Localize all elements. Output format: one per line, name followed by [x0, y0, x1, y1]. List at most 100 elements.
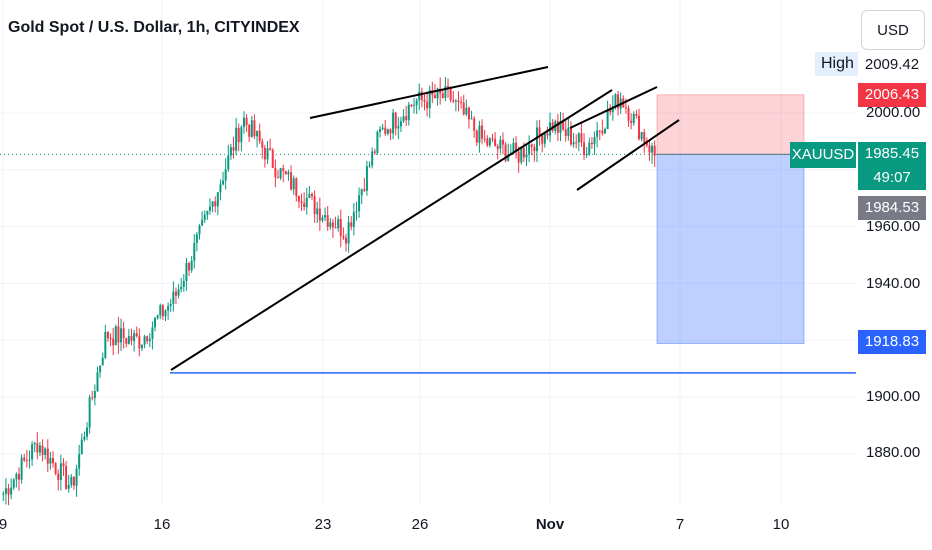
- candle-body: [465, 107, 468, 115]
- candle-body: [206, 210, 209, 215]
- candle-body: [420, 91, 423, 100]
- y-tick: 1900.00: [866, 388, 921, 405]
- candle-body: [86, 427, 89, 437]
- position-zones: [0, 94, 856, 345]
- candle-body: [564, 129, 567, 136]
- candle-body: [276, 177, 279, 179]
- candle-body: [611, 106, 614, 113]
- candle-body: [297, 195, 300, 202]
- x-tick: 23: [314, 516, 332, 533]
- candle-body: [515, 142, 518, 152]
- candle-body: [4, 488, 7, 494]
- candle-body: [397, 126, 400, 129]
- candle-body: [104, 332, 107, 358]
- candle-body: [127, 335, 130, 344]
- profit-zone: [656, 94, 805, 155]
- stop-zone: [656, 153, 805, 345]
- candle-body: [572, 142, 575, 145]
- candle-body: [520, 148, 523, 163]
- candle-body: [224, 169, 227, 181]
- candle-body: [242, 117, 245, 128]
- candle-body: [358, 195, 361, 212]
- candle-body: [373, 151, 376, 153]
- candle-body: [617, 94, 620, 109]
- candle-body: [159, 305, 162, 316]
- candle-body: [269, 148, 272, 150]
- candle-body: [363, 189, 366, 191]
- candle-body: [507, 154, 510, 161]
- candle-body: [130, 335, 133, 341]
- candle-body: [219, 184, 222, 193]
- candle-body: [12, 479, 15, 488]
- candle-body: [368, 165, 371, 167]
- candle-body: [91, 397, 94, 399]
- candle-body: [316, 208, 319, 215]
- candle-body: [350, 222, 353, 227]
- candle-body: [282, 168, 285, 171]
- take-profit-value: 2006.43: [858, 83, 926, 107]
- candle-body: [290, 172, 293, 190]
- candle-body: [143, 336, 146, 345]
- candle-body: [462, 102, 465, 115]
- candle-body: [303, 203, 306, 208]
- candle-body: [140, 344, 143, 349]
- candle-body: [643, 132, 646, 143]
- candle-body: [630, 120, 633, 124]
- candle-body: [491, 138, 494, 140]
- candle-body: [588, 142, 591, 154]
- candle-body: [499, 139, 502, 149]
- candle-body: [138, 336, 141, 349]
- candle-body: [583, 142, 586, 156]
- candle-body: [313, 196, 316, 215]
- candle-body: [250, 120, 253, 137]
- upper-trendline: [309, 66, 549, 119]
- candle-body: [609, 109, 612, 113]
- candle-body: [88, 397, 91, 428]
- candle-body: [49, 458, 52, 464]
- candle-body: [292, 178, 295, 190]
- candle-body: [486, 138, 489, 146]
- candle-body: [324, 215, 327, 218]
- candle-body: [593, 136, 596, 145]
- candle-body: [109, 338, 112, 340]
- candle-body: [161, 305, 164, 317]
- candles: [2, 77, 656, 506]
- candle-body: [494, 138, 497, 147]
- candle-body: [640, 132, 643, 139]
- candle-body: [41, 445, 44, 456]
- candle-body: [321, 217, 324, 221]
- candle-body: [460, 102, 463, 104]
- candle-body: [347, 222, 350, 244]
- candle-body: [535, 127, 538, 152]
- candle-body: [603, 128, 606, 134]
- candle-body: [112, 338, 115, 346]
- candle-body: [237, 127, 240, 143]
- candle-body: [546, 133, 549, 136]
- candle-body: [405, 116, 408, 121]
- candle-body: [75, 468, 78, 486]
- candle-body: [384, 127, 387, 134]
- candle-body: [415, 100, 418, 106]
- candle-body: [117, 326, 120, 343]
- candle-body: [245, 117, 248, 125]
- candle-body: [65, 466, 68, 489]
- candle-body: [172, 291, 175, 304]
- candle-body: [216, 192, 219, 207]
- candle-body: [590, 142, 593, 145]
- candle-body: [177, 289, 180, 296]
- symbol-label: XAUUSD: [790, 142, 856, 168]
- candle-body: [528, 144, 531, 155]
- candle-body: [624, 107, 627, 109]
- candle-body: [326, 215, 329, 227]
- candle-body: [447, 85, 450, 88]
- currency-button[interactable]: USD: [861, 10, 925, 50]
- candle-body: [352, 212, 355, 227]
- candle-body: [193, 242, 196, 261]
- candle-body: [596, 130, 599, 137]
- candle-body: [329, 222, 332, 227]
- high-label: High: [815, 52, 860, 76]
- candle-body: [80, 439, 83, 455]
- candle-body: [452, 100, 455, 102]
- candle-body: [441, 93, 444, 98]
